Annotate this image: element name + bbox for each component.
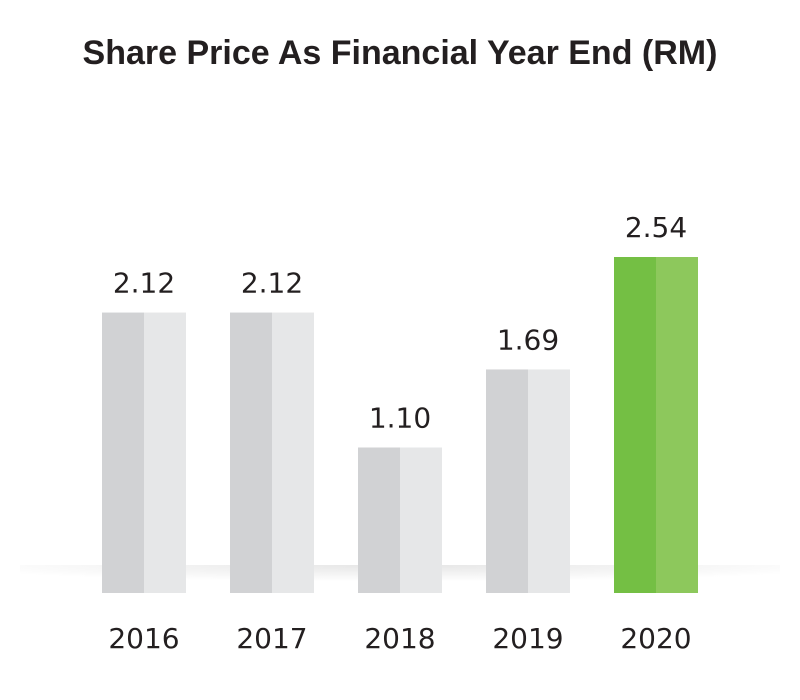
bar-2016	[102, 312, 186, 593]
value-labels-group: 2.12 2.12 1.10 1.69 2.54	[113, 211, 687, 434]
bar-2018	[358, 447, 442, 593]
bar-2017	[230, 312, 314, 593]
x-tick-label-2018: 2018	[364, 622, 435, 655]
value-label-2018: 1.10	[369, 401, 431, 434]
x-tick-label-2016: 2016	[108, 622, 179, 655]
bar-2016-left-face	[102, 312, 144, 593]
value-label-2019: 1.69	[497, 323, 559, 356]
value-label-2016: 2.12	[113, 267, 175, 300]
bar-2017-left-face	[230, 312, 272, 593]
bar-2019	[486, 369, 570, 593]
bar-2019-right-face	[528, 369, 570, 593]
value-label-2017: 2.12	[241, 267, 303, 300]
x-tick-label-2020: 2020	[620, 622, 691, 655]
bar-2017-right-face	[272, 312, 314, 593]
bar-2020-right-face	[656, 257, 698, 593]
bars-group	[102, 257, 698, 593]
bar-2016-right-face	[144, 312, 186, 593]
bar-2019-left-face	[486, 369, 528, 593]
value-label-2020: 2.54	[625, 211, 687, 244]
bar-2020	[614, 257, 698, 593]
bar-2018-right-face	[400, 447, 442, 593]
bar-2020-left-face	[614, 257, 656, 593]
chart-title: Share Price As Financial Year End (RM)	[82, 34, 718, 72]
x-tick-label-2017: 2017	[236, 622, 307, 655]
x-tick-labels-group: 2016 2017 2018 2019 2020	[108, 622, 691, 655]
bar-2018-left-face	[358, 447, 400, 593]
x-tick-label-2019: 2019	[492, 622, 563, 655]
